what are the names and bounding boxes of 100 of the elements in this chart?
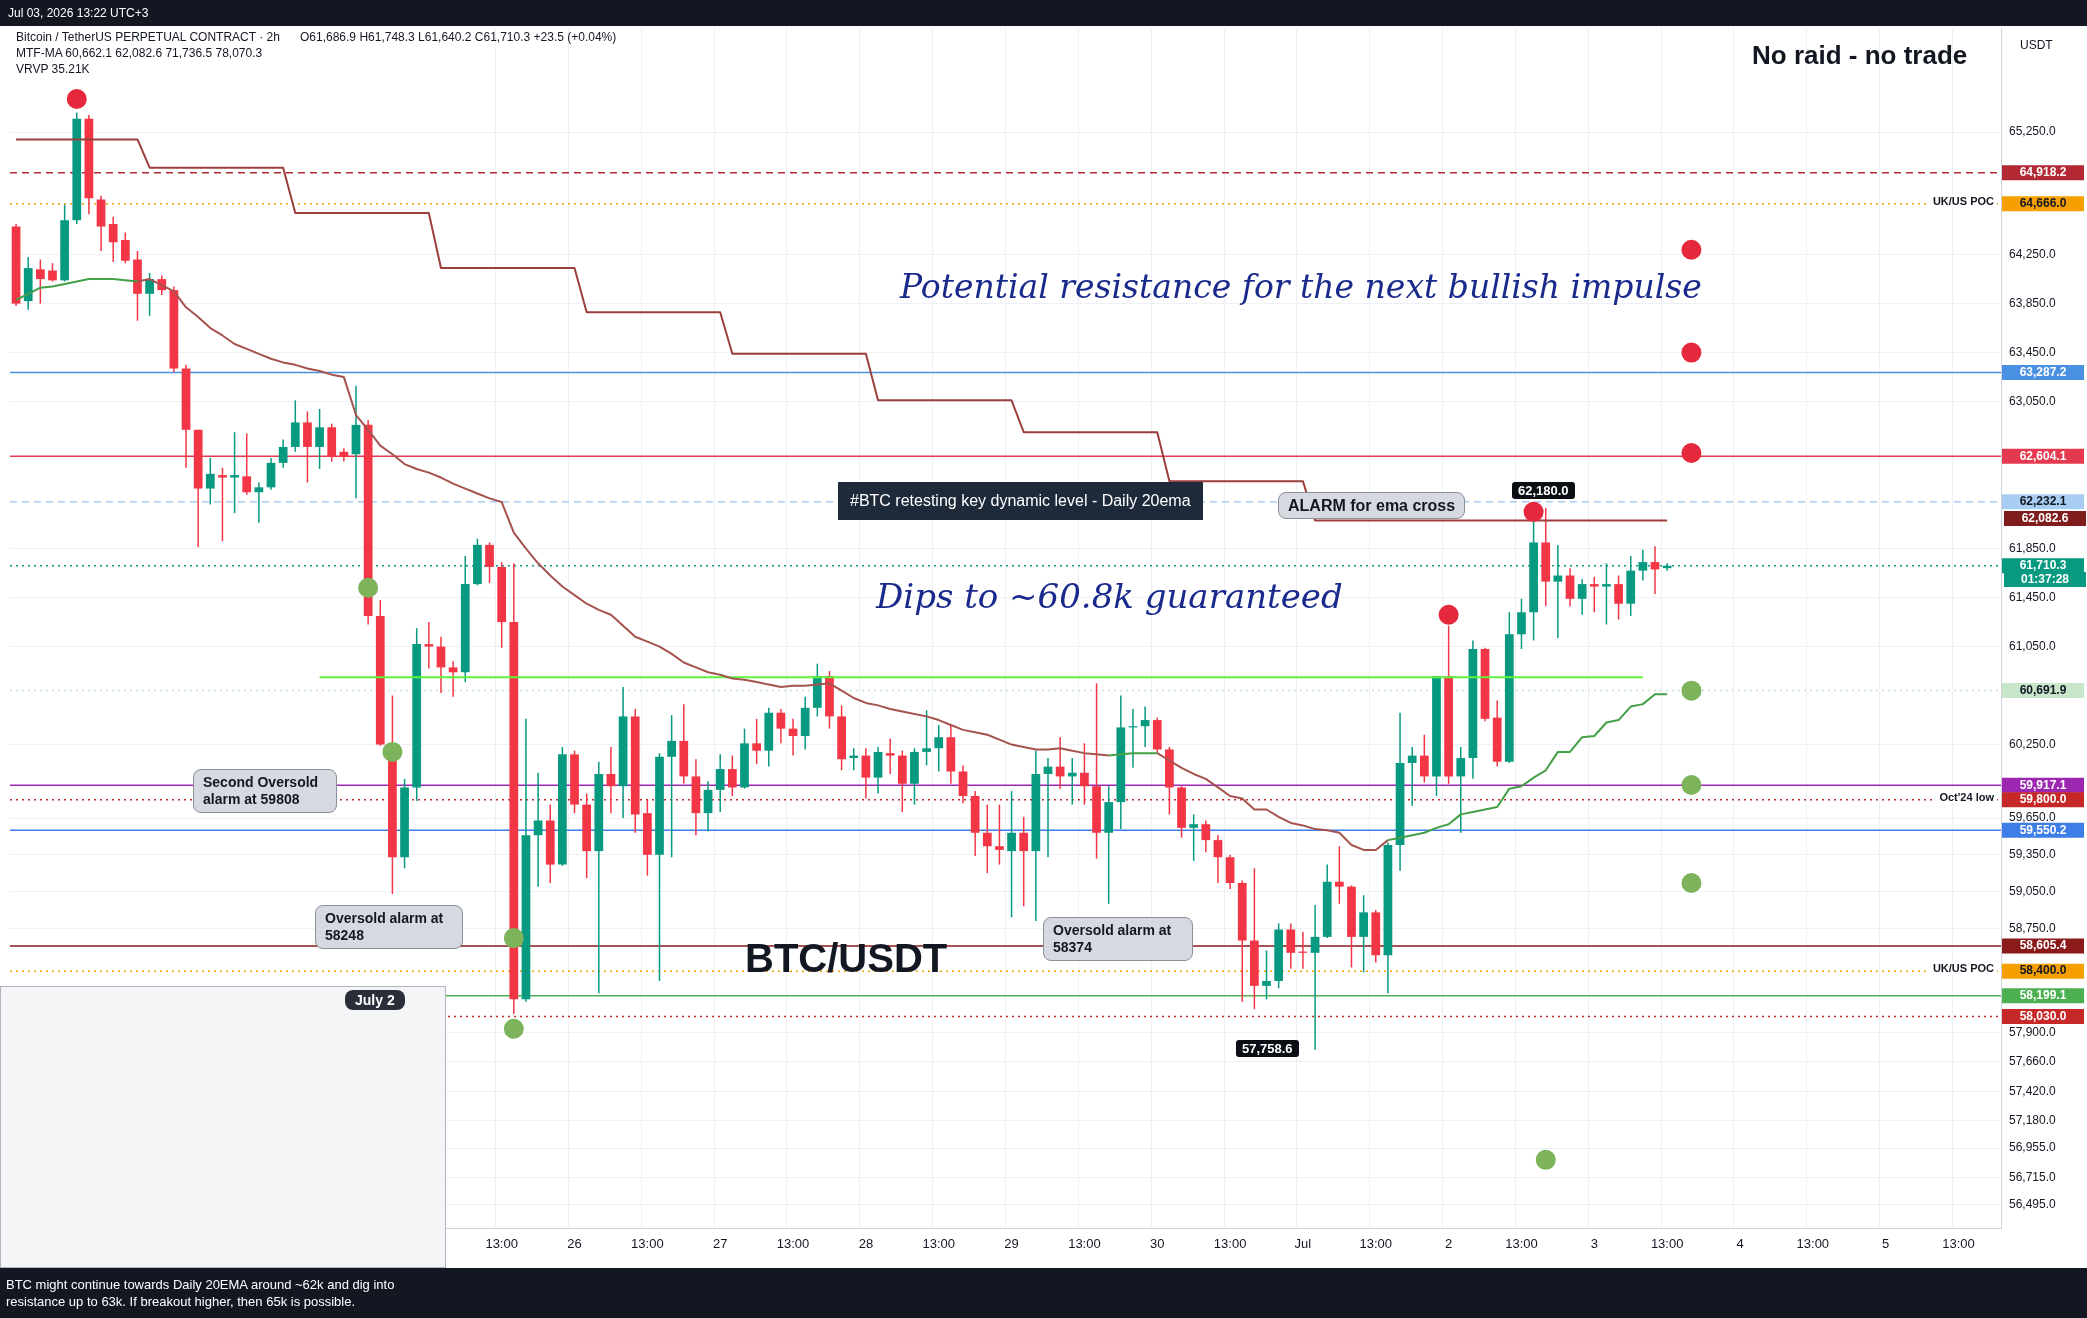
- x-tick-label: 2: [1445, 1235, 1453, 1251]
- x-tick-label: 13:00: [1068, 1235, 1101, 1251]
- x-tick-label: 13:00: [485, 1235, 518, 1251]
- y-tick-label: 57,180.0: [2009, 1112, 2057, 1127]
- candlestick: [278, 438, 288, 469]
- y-tick-label: 65,250.0: [2009, 124, 2057, 139]
- y-tick-label: 57,420.0: [2009, 1083, 2057, 1098]
- x-tick-label: 5: [1882, 1235, 1890, 1251]
- annotation: Oversold alarm at 58248: [315, 905, 463, 949]
- y-tick-label: 59,350.0: [2009, 847, 2057, 862]
- annotation: Dips to ~60.8k guaranteed: [876, 576, 1343, 616]
- y-tick-label: 59,650.0: [2009, 810, 2057, 825]
- point: [503, 1018, 524, 1039]
- candlestick: [485, 541, 494, 584]
- candlestick: [1055, 736, 1065, 790]
- x-tick-label: 13:00: [1213, 1235, 1247, 1251]
- candlestick: [339, 447, 349, 463]
- y-tick-label: 56,715.0: [2009, 1169, 2057, 1184]
- y-tick-label: 58,750.0: [2009, 920, 2057, 935]
- point: [1681, 680, 1702, 701]
- candlestick: [861, 747, 871, 800]
- candlestick: [1589, 576, 1599, 614]
- ref-line-label: 60,691.9: [2019, 682, 2067, 697]
- text: BTC/USDT: [745, 936, 948, 981]
- point: [1535, 1149, 1556, 1170]
- candlestick: [715, 753, 725, 813]
- candlestick: [205, 457, 215, 506]
- chart-subtitle: Bitcoin / TetherUS PERPETUAL CONTRACT · 2h: [16, 30, 280, 44]
- ref-line-label: 62,604.1: [2019, 448, 2067, 463]
- annotation: 57,758.6: [1236, 1040, 1299, 1057]
- ref-line-label: 62,232.1: [2019, 494, 2067, 509]
- point: [66, 89, 87, 110]
- point: [1438, 604, 1459, 625]
- point: [1523, 501, 1544, 522]
- candlestick: [1007, 790, 1016, 919]
- text: BTC might continue towards Daily 20EMA around ~62k and dig into resistance up to 63k. If breakout higher, then 65k is possible.: [6, 1276, 396, 1310]
- annotation: #BTC retesting key dynamic level - Daily 20ema: [838, 482, 1203, 520]
- candlestick: [1565, 567, 1575, 607]
- x-tick-label: 13:00: [1505, 1235, 1538, 1251]
- x-tick-label: 13:00: [1942, 1235, 1975, 1251]
- x-tick-label: Jul: [1294, 1235, 1312, 1251]
- annotation: July 2: [345, 990, 405, 1010]
- annotation: No raid - no trade: [1752, 40, 1968, 71]
- x-tick-label: 29: [1004, 1235, 1019, 1251]
- x-tick-label: 3: [1590, 1235, 1598, 1251]
- x-tick-label: 28: [858, 1235, 874, 1251]
- y-tick-label: 57,900.0: [2009, 1024, 2057, 1039]
- candlestick: [934, 724, 944, 773]
- y-tick-label: 60,250.0: [2009, 736, 2057, 751]
- candlestick: [1310, 904, 1320, 1051]
- candlestick: [1407, 746, 1417, 807]
- y-tick-label: 63,050.0: [2009, 393, 2057, 408]
- y-tick-label: 59,050.0: [2009, 883, 2057, 898]
- point: [1681, 443, 1702, 464]
- ref-line-label: 58,400.0: [2019, 963, 2067, 978]
- ref-line-label: 58,030.0: [2019, 1008, 2067, 1023]
- point: [1681, 872, 1702, 893]
- annotation: UK/US POC: [1929, 195, 1997, 207]
- annotation: O61,686.9 H61,748.3 L61,640.2 C61,710.3 +23.5 (+0.04%): [300, 30, 617, 44]
- annotation: Second Oversold alarm at 59808: [193, 769, 337, 813]
- candlestick: [982, 803, 992, 874]
- x-tick-label: 13:00: [1650, 1235, 1684, 1251]
- point: [1681, 239, 1702, 260]
- candlestick: [995, 803, 1004, 866]
- annotation: Oversold alarm at 58374: [1043, 917, 1193, 961]
- x-tick-label: 13:00: [1796, 1235, 1830, 1251]
- x-tick-label: 13:00: [922, 1235, 955, 1251]
- candlestick: [1577, 578, 1587, 616]
- text: 62,082.6: [2004, 511, 2086, 526]
- ref-line-label: 58,199.1: [2019, 988, 2067, 1003]
- candlestick: [1262, 949, 1271, 1001]
- candlestick: [885, 737, 895, 775]
- candlestick: [606, 746, 616, 814]
- candlestick: [703, 780, 713, 833]
- ref-line-label: 64,666.0: [2019, 195, 2067, 210]
- ref-line-label: 59,550.2: [2019, 822, 2067, 837]
- candlestick: [145, 272, 154, 317]
- candlestick: [1456, 746, 1466, 834]
- candlestick: [1019, 816, 1029, 907]
- candlestick: [35, 258, 45, 305]
- y-tick-label: 63,450.0: [2009, 344, 2057, 359]
- ref-line-label: 58,605.4: [2019, 938, 2067, 953]
- y-tick-label: 57,660.0: [2009, 1054, 2057, 1069]
- ref-line-label: 64,918.2: [2019, 165, 2067, 180]
- candlestick: [727, 754, 737, 797]
- text: 01:37:28: [2004, 572, 2086, 587]
- candlestick: [1419, 734, 1429, 784]
- text: Jul 03, 2026 13:22 UTC+3: [8, 6, 149, 20]
- candlestick: [922, 709, 931, 767]
- x-tick-label: 30: [1150, 1235, 1165, 1251]
- candlestick: [242, 432, 252, 496]
- y-tick-label: 61,450.0: [2009, 589, 2057, 604]
- x-tick-label: 13:00: [1359, 1235, 1393, 1251]
- ref-line-label: 59,800.0: [2019, 792, 2067, 806]
- candlestick: [752, 718, 761, 765]
- candlestick: [230, 431, 239, 514]
- point: [382, 741, 403, 762]
- candlestick: [108, 215, 118, 263]
- x-tick-label: 13:00: [776, 1235, 810, 1251]
- point: [503, 928, 524, 949]
